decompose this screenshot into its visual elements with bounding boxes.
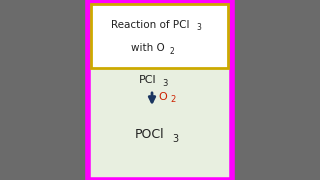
Text: Reaction of PCl: Reaction of PCl	[111, 20, 189, 30]
Text: PCl: PCl	[139, 75, 157, 85]
Text: with O: with O	[131, 43, 165, 53]
Text: 3: 3	[172, 134, 178, 144]
Text: 2: 2	[170, 46, 175, 55]
Bar	[91, 4, 228, 68]
Text: 3: 3	[162, 78, 167, 87]
Bar	[88, 2, 232, 180]
Text: 2: 2	[170, 96, 175, 105]
Text: O: O	[158, 92, 167, 102]
Text: POCl: POCl	[135, 129, 165, 141]
Text: 3: 3	[196, 24, 201, 33]
